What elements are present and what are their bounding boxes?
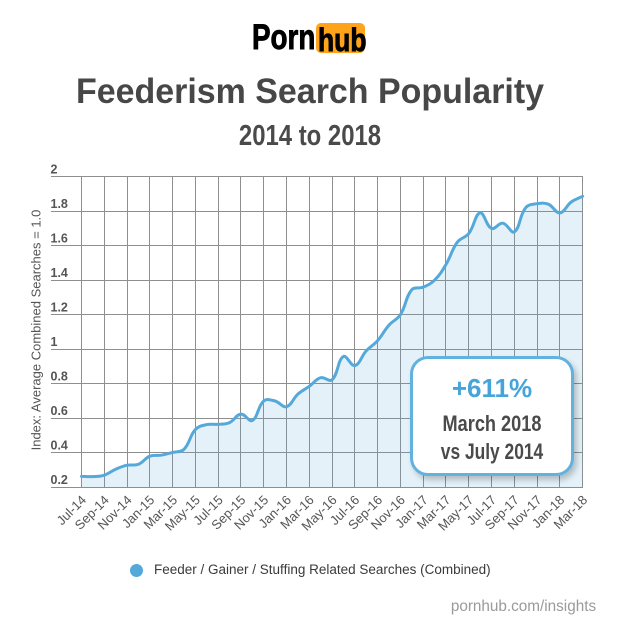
svg-text:1.8: 1.8: [51, 197, 68, 211]
svg-text:2: 2: [51, 162, 58, 176]
svg-text:1.4: 1.4: [51, 266, 68, 280]
svg-text:1.6: 1.6: [51, 232, 68, 246]
svg-text:1.2: 1.2: [51, 301, 68, 315]
svg-text:Index: Average Combined Search: Index: Average Combined Searches = 1.0: [29, 210, 44, 451]
svg-text:0.4: 0.4: [51, 439, 68, 453]
svg-text:0.6: 0.6: [51, 404, 68, 418]
svg-text:0.2: 0.2: [51, 473, 68, 487]
svg-text:0.8: 0.8: [51, 370, 68, 384]
svg-text:1: 1: [51, 335, 58, 349]
